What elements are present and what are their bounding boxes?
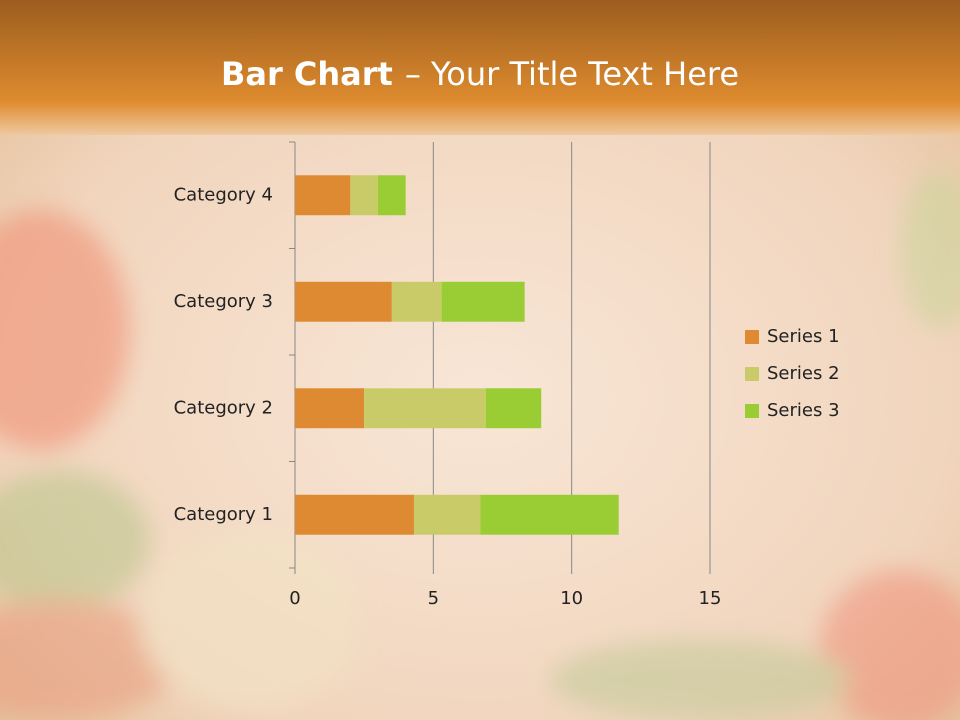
bar <box>413 494 481 535</box>
legend-label: Series 3 <box>767 400 840 421</box>
legend-swatch <box>745 367 759 381</box>
y-tick-label: Category 4 <box>174 184 273 205</box>
title-bar <box>0 0 960 135</box>
title-lead: Bar Chart <box>221 55 393 93</box>
y-tick-label: Category 1 <box>174 504 273 525</box>
bar <box>441 281 525 322</box>
bar <box>364 388 486 429</box>
x-tick-label: 0 <box>289 588 300 609</box>
title-rest: – Your Title Text Here <box>405 55 739 93</box>
chart-title: Bar Chart – Your Title Text Here <box>221 55 739 93</box>
legend-swatch <box>745 404 759 418</box>
x-tick-label: 15 <box>699 588 722 609</box>
legend-label: Series 2 <box>767 363 840 384</box>
background-photo <box>0 170 960 720</box>
bar <box>485 388 542 429</box>
bar <box>350 175 378 216</box>
y-tick-label: Category 3 <box>174 291 273 312</box>
bar <box>295 281 392 322</box>
bar <box>378 175 406 216</box>
bar <box>391 281 442 322</box>
legend-label: Series 1 <box>767 326 840 347</box>
bar <box>295 388 365 429</box>
y-tick-label: Category 2 <box>174 397 273 418</box>
bar <box>295 494 414 535</box>
legend-swatch <box>745 330 759 344</box>
bar <box>295 175 351 216</box>
x-tick-label: 10 <box>560 588 583 609</box>
x-tick-label: 5 <box>428 588 439 609</box>
bar <box>480 494 619 535</box>
